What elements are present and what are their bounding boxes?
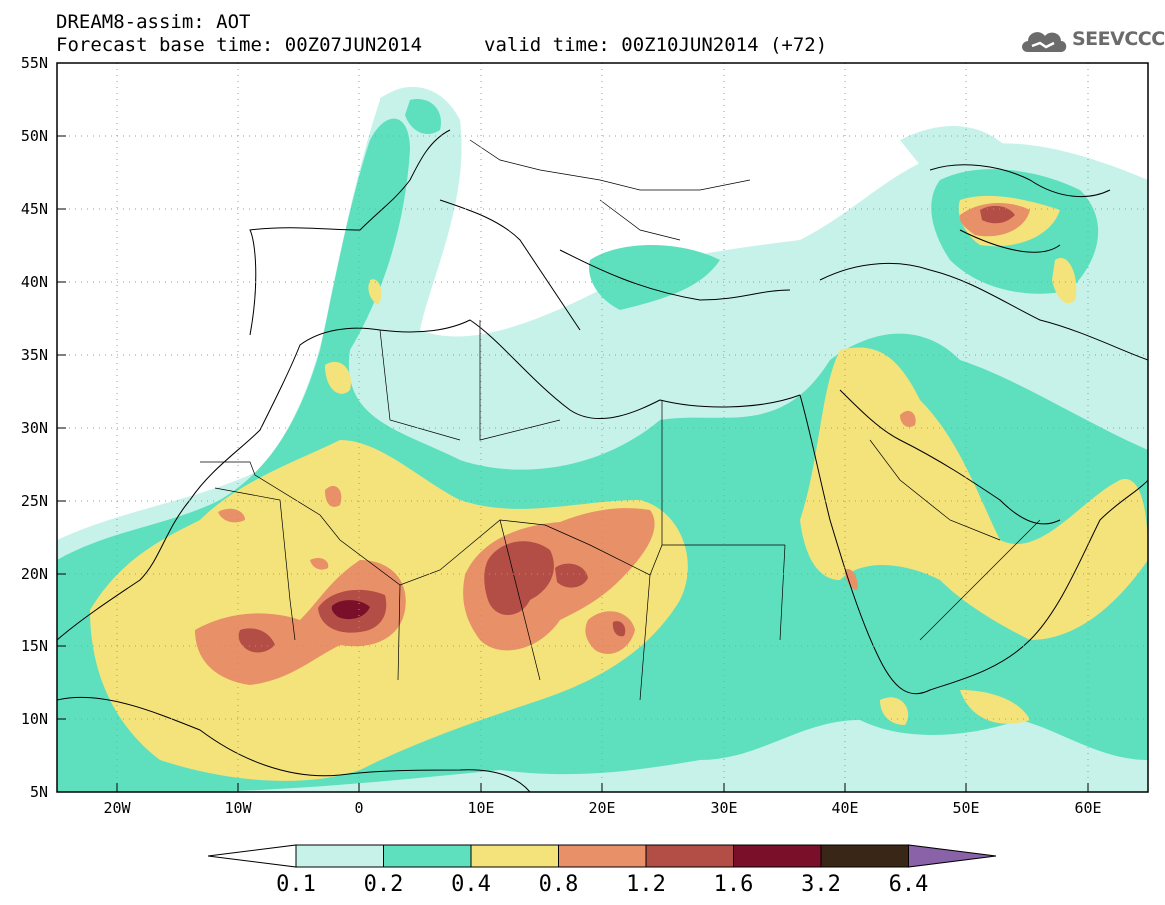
colorbar-label: 3.2	[801, 872, 841, 897]
lon-label: 20W	[103, 799, 131, 817]
seevccc-logo: SEEVCCC	[1018, 24, 1165, 58]
colorbar-label: 0.4	[451, 872, 491, 897]
colorbar-bin-6	[733, 844, 822, 868]
lat-label: 5N	[29, 783, 48, 801]
colorbar-bin-5	[645, 844, 734, 868]
borders	[200, 139, 1041, 701]
lat-label: 55N	[20, 54, 48, 72]
colorbar-bin-3	[470, 844, 559, 868]
aot-contours	[57, 86, 1148, 792]
lon-label: 0	[354, 799, 364, 817]
colorbar-label: 0.1	[276, 872, 316, 897]
coastlines	[57, 129, 1148, 792]
colorbar-label: 6.4	[888, 872, 929, 897]
lat-label: 15N	[20, 637, 48, 655]
colorbar-under	[207, 844, 297, 868]
lat-label: 45N	[20, 200, 48, 218]
lat-label: 35N	[20, 346, 48, 364]
lat-label: 30N	[20, 419, 48, 437]
lon-label: 20E	[588, 799, 616, 817]
lon-label: 10E	[467, 799, 495, 817]
colorbar-bin-4	[558, 844, 647, 868]
aot-level-1.6	[331, 600, 370, 620]
lat-label: 25N	[20, 492, 48, 510]
lon-label: 60E	[1074, 799, 1102, 817]
lon-label: 30E	[710, 799, 738, 817]
colorbar-label: 1.6	[713, 872, 754, 897]
colorbar-bin-7	[820, 844, 909, 868]
valid-time: valid time: 00Z10JUN2014 (+72)	[484, 34, 828, 56]
chart-title: DREAM8-assim: AOT	[56, 11, 251, 33]
lon-label: 50E	[952, 799, 980, 817]
lat-label: 50N	[20, 127, 48, 145]
lat-label: 10N	[20, 710, 48, 728]
colorbar-label: 1.2	[626, 872, 666, 897]
colorbar	[207, 844, 997, 868]
lat-label: 20N	[20, 565, 48, 583]
cloud-icon	[1022, 32, 1067, 52]
colorbar-label: 0.8	[538, 872, 579, 897]
lon-label: 40E	[831, 799, 859, 817]
lat-label: 40N	[20, 273, 48, 291]
colorbar-bin-1	[295, 844, 384, 868]
colorbar-label: 0.2	[363, 872, 404, 897]
colorbar-over	[908, 844, 997, 868]
colorbar-bin-2	[383, 844, 472, 868]
forecast-base-time: Forecast base time: 00Z07JUN2014	[56, 34, 423, 56]
lon-label: 10W	[224, 799, 252, 817]
logo-text: SEEVCCC	[1072, 28, 1165, 50]
map-ticks	[57, 62, 1089, 792]
